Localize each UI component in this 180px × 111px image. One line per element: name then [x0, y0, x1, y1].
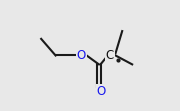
Text: O: O [76, 49, 86, 62]
Text: C: C [106, 49, 114, 62]
Text: O: O [96, 84, 106, 98]
